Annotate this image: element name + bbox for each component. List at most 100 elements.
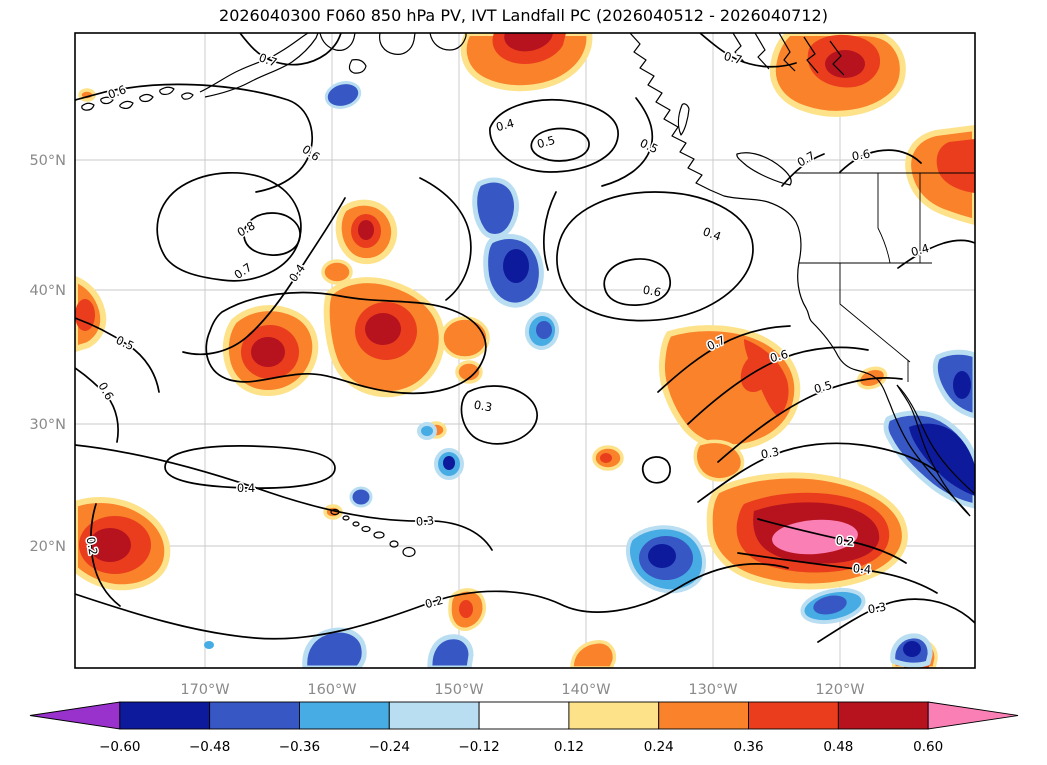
contour-label: 0.4 [237, 481, 255, 495]
negative-anomaly-region [648, 544, 676, 568]
contour-label: 0.3 [760, 445, 780, 462]
contour-line [817, 598, 975, 643]
contour-label: 0.7 [722, 49, 743, 67]
contour-label: 0.4 [852, 561, 871, 577]
contour-line [489, 98, 619, 173]
y-tick-label: 20°N [29, 539, 66, 555]
colorbar-segment [658, 701, 749, 730]
contour-line [90, 503, 121, 607]
colorbar-extend-left [29, 701, 121, 730]
coastline [402, 546, 416, 558]
coastline [342, 515, 350, 521]
colorbar: −0.60 −0.48 −0.36 −0.24 −0.12 0.12 0.24 0.36 0.4… [29, 701, 1019, 755]
negative-anomaly-regions [204, 81, 975, 668]
negative-anomaly-region [503, 249, 529, 283]
colorbar-segment [837, 701, 929, 730]
axis-tick-labels: 170°W 160°W 150°W 140°W 130°W 120°W 50°N 40°N 30… [29, 153, 864, 698]
coastline [319, 33, 467, 55]
contour-label: 0.3 [867, 600, 887, 617]
colorbar-segment [568, 701, 660, 730]
colorbar-tick-label: −0.36 [279, 739, 320, 755]
coastline [732, 33, 845, 76]
positive-anomaly-region [75, 299, 95, 331]
positive-anomaly-region [936, 139, 975, 193]
positive-anomaly-region [459, 600, 473, 618]
positive-anomaly-region [455, 360, 483, 384]
contour-line [205, 291, 487, 395]
contour-label: 0.5 [812, 378, 833, 396]
contour-line [239, 33, 342, 66]
negative-anomaly-region [324, 81, 362, 109]
positive-anomaly-region [358, 220, 374, 240]
contour-label: 0.4 [909, 241, 930, 259]
positive-anomaly-region [440, 316, 490, 360]
contour-line [657, 325, 791, 393]
coastline [361, 525, 371, 533]
negative-anomaly-region [349, 486, 373, 508]
y-tick-label: 30°N [29, 417, 66, 433]
contour-line [243, 212, 301, 256]
negative-anomaly-region [903, 641, 921, 657]
positive-anomaly-region [825, 50, 865, 78]
negative-anomaly-region [472, 177, 519, 239]
contour-line [781, 153, 825, 187]
coastline [896, 384, 975, 495]
x-tick-label: 160°W [307, 682, 356, 698]
negative-anomaly-region [813, 595, 847, 615]
negative-anomaly-region [417, 422, 437, 440]
positive-anomaly-region [570, 640, 617, 668]
contour-line [182, 197, 346, 356]
contour-line [839, 149, 922, 173]
x-tick-label: 170°W [180, 682, 229, 698]
contour-line [717, 377, 903, 463]
contour-line [601, 97, 654, 187]
negative-anomaly-region [302, 627, 367, 668]
colorbar-extend-right [927, 701, 1019, 730]
contour-line [460, 385, 538, 445]
contour-label: 0.2 [423, 593, 444, 611]
coastline [348, 59, 367, 74]
coastline [389, 540, 399, 548]
contour-line [737, 552, 938, 594]
contour-line [75, 444, 493, 551]
contour-line [687, 346, 869, 425]
colorbar-segment [748, 701, 839, 730]
coastline [896, 384, 971, 517]
map-frame [74, 32, 976, 669]
colorbar-segment [209, 701, 300, 730]
colorbar-tick-label: −0.60 [99, 739, 140, 755]
contour-label: 0.6 [768, 347, 789, 365]
coastline [677, 103, 690, 136]
coastline [736, 152, 792, 186]
colorbar-segment [119, 701, 211, 730]
positive-anomaly-regions [75, 33, 975, 668]
y-tick-label: 50°N [29, 153, 66, 169]
colorbar-segment [388, 701, 480, 730]
positive-anomaly-region [89, 528, 131, 562]
contour-label: 0.4 [494, 116, 515, 134]
y-tick-label: 40°N [29, 283, 66, 299]
contour-label: 0.3 [473, 398, 493, 415]
positive-anomaly-region [321, 259, 353, 285]
contour-line [543, 191, 557, 271]
colorbar-tick-label: 0.24 [644, 739, 674, 755]
colorbar-tick-label: 0.12 [554, 739, 584, 755]
negative-anomaly-region [953, 371, 971, 399]
coastline [330, 508, 340, 516]
contour-line [75, 563, 789, 640]
contour-line [603, 258, 671, 306]
coastline [352, 521, 360, 527]
coastline [629, 33, 971, 517]
coastline [81, 86, 194, 111]
colorbar-tick-label: 0.48 [823, 739, 853, 755]
figure-title: 2026040300 F060 850 hPa PV, IVT Landfall… [219, 6, 828, 25]
contour-line [556, 191, 754, 322]
coastlines [81, 33, 975, 558]
contour-line [697, 442, 939, 503]
negative-anomaly-region [536, 321, 552, 339]
positive-anomaly-region [504, 33, 553, 52]
contour-line [699, 33, 797, 68]
colorbar-segment [478, 701, 570, 730]
x-tick-label: 120°W [815, 682, 864, 698]
